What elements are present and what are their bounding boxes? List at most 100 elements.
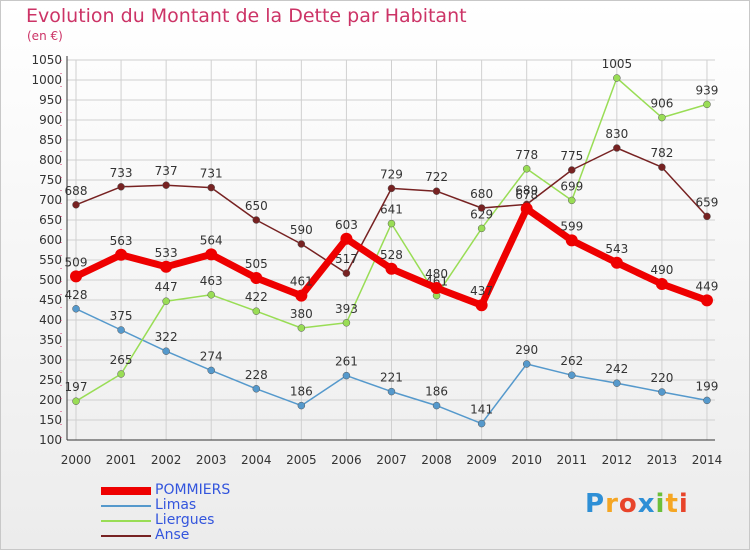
x-tick-label: 2013	[647, 453, 678, 467]
data-label-liergues: 265	[110, 353, 133, 367]
data-point-anse	[207, 183, 215, 192]
legend-label: Anse	[155, 527, 190, 543]
data-point-pommiers	[610, 256, 623, 269]
x-tick-label: 2012	[602, 453, 633, 467]
x-tick-label: 2003	[196, 453, 227, 467]
legend-item-anse: Anse	[101, 527, 301, 544]
data-label-limas: 428	[65, 288, 88, 302]
data-point-limas	[72, 305, 80, 313]
legend: POMMIERS Limas Liergues Anse	[101, 482, 301, 544]
logo-letter: x	[637, 489, 656, 519]
data-label-anse: 830	[605, 127, 628, 141]
data-label-anse: 517	[335, 252, 358, 266]
data-point-limas	[207, 366, 215, 375]
y-tick-label: 450	[39, 293, 62, 307]
legend-label: Liergues	[155, 512, 215, 528]
x-tick-label: 2009	[466, 453, 497, 467]
data-label-anse: 782	[650, 146, 673, 160]
data-point-pommiers	[565, 234, 578, 247]
x-tick-label: 2000	[61, 453, 92, 467]
data-point-anse	[613, 144, 621, 152]
chart-unit: (en €)	[27, 29, 63, 43]
y-tick-label: 950	[39, 93, 62, 107]
data-label-limas: 322	[155, 330, 178, 344]
y-tick-label: 350	[39, 333, 62, 347]
data-label-liergues: 447	[155, 280, 178, 294]
legend-item-limas: Limas	[101, 497, 301, 514]
proxiti-logo: Proxiti	[585, 489, 689, 519]
y-tick-label: 850	[39, 133, 62, 147]
data-label-pommiers: 528	[380, 248, 403, 262]
data-label-limas: 186	[425, 385, 448, 399]
data-label-pommiers: 678	[515, 188, 538, 202]
legend-swatch	[101, 520, 151, 522]
legend-label: POMMIERS	[155, 482, 231, 498]
data-point-liergues	[342, 319, 351, 327]
data-label-pommiers: 490	[650, 263, 673, 277]
y-tick-label: 550	[39, 253, 62, 267]
data-label-limas: 141	[470, 403, 493, 417]
legend-label: Limas	[155, 497, 197, 513]
data-point-liergues	[297, 324, 306, 332]
y-tick-label: 250	[39, 373, 62, 387]
data-label-pommiers: 543	[605, 242, 628, 256]
data-point-limas	[613, 379, 621, 387]
data-label-anse: 689	[515, 183, 538, 197]
y-tick-label: 700	[39, 193, 62, 207]
x-tick-label: 2011	[556, 453, 587, 467]
data-point-pommiers	[250, 272, 263, 284]
x-tick-label: 2005	[286, 453, 317, 467]
data-label-limas: 375	[110, 309, 133, 323]
data-label-anse: 733	[110, 166, 133, 180]
data-label-liergues: 463	[200, 274, 223, 288]
data-point-pommiers	[385, 262, 398, 275]
data-point-anse	[477, 204, 486, 212]
data-point-liergues	[477, 224, 486, 233]
data-label-liergues: 641	[380, 203, 403, 217]
data-label-anse: 737	[155, 164, 178, 178]
x-tick-label: 2004	[241, 453, 272, 467]
y-tick-label: 150	[39, 413, 62, 427]
data-point-liergues	[703, 100, 711, 109]
y-tick-label: 800	[39, 153, 62, 167]
y-tick-label: 650	[39, 213, 62, 227]
legend-swatch	[101, 535, 151, 537]
data-label-limas: 199	[696, 379, 719, 393]
y-tick-label: 500	[39, 273, 62, 287]
data-label-liergues: 422	[245, 290, 268, 304]
data-label-pommiers: 449	[696, 279, 719, 293]
data-label-anse: 731	[200, 167, 223, 181]
data-label-liergues: 939	[696, 83, 719, 97]
data-point-anse	[432, 187, 441, 195]
data-point-liergues	[117, 370, 125, 378]
data-label-limas: 261	[335, 355, 358, 369]
data-label-liergues: 1005	[602, 57, 633, 71]
data-point-liergues	[658, 113, 666, 122]
data-point-pommiers	[655, 278, 668, 290]
x-tick-label: 2002	[151, 453, 182, 467]
data-label-pommiers: 509	[65, 255, 88, 269]
data-label-limas: 274	[200, 349, 223, 363]
data-point-liergues	[568, 196, 576, 205]
data-point-liergues	[522, 165, 531, 173]
data-point-limas	[432, 401, 441, 410]
data-label-pommiers: 603	[335, 218, 358, 232]
data-point-anse	[72, 201, 80, 209]
data-point-liergues	[162, 297, 170, 305]
data-label-anse: 659	[696, 195, 719, 209]
data-label-pommiers: 533	[155, 246, 178, 260]
legend-item-pommiers: POMMIERS	[101, 482, 301, 499]
data-label-anse: 650	[245, 199, 268, 213]
data-label-limas: 242	[605, 362, 628, 376]
data-label-limas: 262	[560, 354, 583, 368]
y-tick-label: 600	[39, 233, 62, 247]
data-point-pommiers	[700, 294, 713, 307]
data-label-pommiers: 564	[200, 233, 223, 247]
data-point-pommiers	[205, 248, 218, 261]
data-label-liergues: 629	[470, 207, 493, 221]
data-point-pommiers	[295, 289, 308, 302]
data-label-limas: 228	[245, 368, 268, 382]
data-point-pommiers	[430, 282, 443, 294]
